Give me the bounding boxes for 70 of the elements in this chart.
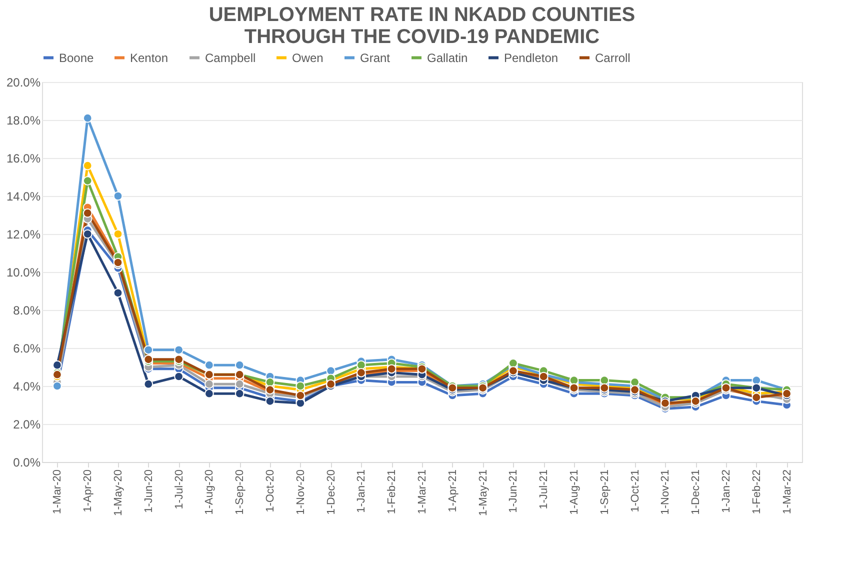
y-tick-label: 4.0% bbox=[13, 380, 41, 394]
x-tick-label: 1-Nov-20 bbox=[294, 470, 307, 515]
point bbox=[144, 379, 154, 389]
x-tick-label: 1-Nov-21 bbox=[660, 470, 672, 515]
x-tick-label: 1-Jan-21 bbox=[356, 470, 368, 513]
point bbox=[234, 360, 244, 370]
point bbox=[265, 378, 275, 387]
y-tick-label: 2.0% bbox=[13, 418, 41, 432]
point bbox=[234, 388, 244, 398]
point bbox=[113, 191, 123, 201]
y-tick-label: 6.0% bbox=[13, 342, 41, 356]
x-tick-label: 1-Jul-20 bbox=[173, 470, 186, 510]
legend-label: Gallatin bbox=[427, 50, 468, 65]
x-tick-label: 1-Feb-21 bbox=[386, 470, 398, 514]
legend-label: Boone bbox=[59, 50, 94, 65]
x-tick-label: 1-Jul-21 bbox=[538, 470, 550, 510]
point bbox=[174, 345, 184, 355]
x-tick-label: 1-Aug-21 bbox=[568, 470, 580, 515]
x-tick-label: 1-Aug-20 bbox=[204, 470, 216, 515]
legend-label: Owen bbox=[292, 50, 324, 65]
point bbox=[204, 379, 214, 389]
legend-label: Pendleton bbox=[504, 50, 558, 65]
point bbox=[144, 345, 154, 355]
point bbox=[113, 288, 123, 298]
y-tick-label: 20.0% bbox=[6, 76, 41, 90]
x-tick-label: 1-Oct-20 bbox=[264, 470, 276, 512]
x-tick-label: 1-Mar-22 bbox=[781, 470, 794, 514]
point bbox=[356, 360, 366, 370]
legend-label: Grant bbox=[360, 50, 391, 65]
y-tick-label: 0.0% bbox=[13, 456, 41, 470]
chart-title: UEMPLOYMENT RATE IN NKADD COUNTIES THROUGH THE COVID-19 PANDEMIC bbox=[208, 4, 636, 48]
point bbox=[204, 388, 214, 398]
x-tick-label: 1-Jun-21 bbox=[508, 470, 520, 513]
x-tick-label: 1-May-20 bbox=[112, 470, 124, 516]
y-tick-label: 18.0% bbox=[6, 114, 41, 128]
x-tick-label: 1-Dec-20 bbox=[325, 470, 338, 515]
x-tick-label: 1-Jun-20 bbox=[142, 470, 155, 513]
point bbox=[82, 113, 92, 123]
point bbox=[82, 208, 92, 218]
point bbox=[630, 378, 640, 387]
y-tick-label: 14.0% bbox=[6, 190, 41, 204]
x-tick-label: 1-Feb-22 bbox=[750, 470, 763, 514]
point bbox=[174, 372, 184, 382]
point bbox=[82, 229, 92, 239]
y-tick-label: 8.0% bbox=[13, 304, 41, 318]
point bbox=[296, 381, 306, 391]
x-tick-label: 1-Apr-21 bbox=[446, 470, 459, 512]
point bbox=[752, 376, 762, 385]
point bbox=[82, 160, 92, 170]
x-tick-label: 1-Oct-21 bbox=[629, 470, 642, 512]
x-tick-label: 1-Jan-22 bbox=[720, 470, 732, 513]
y-tick-label: 12.0% bbox=[6, 228, 41, 242]
point bbox=[204, 360, 214, 370]
y-tick-label: 16.0% bbox=[6, 152, 41, 166]
legend-label: Kenton bbox=[130, 50, 168, 65]
point bbox=[52, 360, 62, 370]
point bbox=[113, 229, 123, 239]
x-tick-label: 1-Apr-20 bbox=[82, 470, 94, 512]
legend-label: Campbell bbox=[205, 50, 256, 65]
x-tick-label: 1-Dec-21 bbox=[690, 470, 702, 515]
x-tick-label: 1-Mar-20 bbox=[52, 470, 64, 514]
x-tick-label: 1-Sep-21 bbox=[598, 470, 611, 515]
y-tick-label: 10.0% bbox=[6, 266, 41, 280]
x-tick-label: 1-Sep-20 bbox=[234, 470, 246, 515]
legend-label: Carroll bbox=[595, 50, 630, 65]
x-tick-label: 1-May-21 bbox=[477, 470, 490, 516]
point bbox=[82, 176, 92, 186]
point bbox=[600, 376, 610, 385]
point bbox=[234, 379, 244, 389]
x-tick-label: 1-Mar-21 bbox=[416, 470, 428, 514]
